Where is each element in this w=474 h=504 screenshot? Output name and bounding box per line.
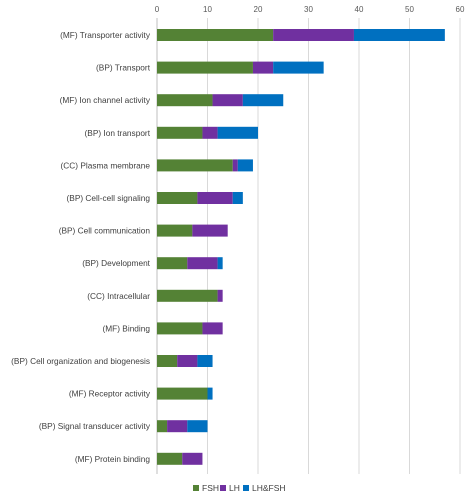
bar-segment-lh-fsh [242, 94, 284, 107]
x-axis-tick-labels: 0 10 20 30 40 50 60 [155, 5, 465, 14]
category-label: (BP) Development [82, 258, 150, 268]
bar-segment-fsh [157, 192, 198, 204]
bar-segment-lh-fsh [232, 192, 243, 204]
bar-segment-fsh [157, 452, 183, 465]
bar-segment-lh [182, 452, 203, 465]
category-label: (CC) Intracellular [87, 291, 150, 301]
bar-segment-lh [167, 420, 188, 433]
x-tick-label-20: 20 [254, 5, 263, 14]
category-label: (BP) Cell organization and biogenesis [11, 356, 150, 366]
bar-segment-fsh [157, 29, 274, 41]
bar-segment-lh [202, 322, 223, 335]
bar-segment-fsh [157, 420, 168, 433]
bar-segment-lh [252, 61, 274, 74]
bar-segment-fsh [157, 94, 213, 107]
category-label: (BP) Signal transducer activity [39, 421, 151, 431]
bar-segment-lh-fsh [197, 355, 213, 367]
category-label: (BP) Transport [96, 63, 151, 73]
bar-segment-lh-fsh [353, 29, 445, 41]
bar-segment-fsh [157, 126, 203, 139]
bar-segment-lh-fsh [217, 126, 258, 139]
category-label: (BP) Cell communication [59, 226, 151, 236]
bar-segment-fsh [157, 159, 233, 172]
legend: FSH LH LH&FSH [193, 483, 286, 493]
bar-segment-lh [212, 94, 243, 107]
bar-segment-fsh [157, 224, 193, 237]
bar-segment-lh [273, 29, 354, 41]
legend-label: LH [229, 483, 240, 493]
bar-segment-lh-fsh [207, 387, 213, 400]
bar-segment-fsh [157, 61, 253, 74]
bar-segment-fsh [157, 355, 178, 367]
legend-label: FSH [202, 483, 219, 493]
bar-segment-lh-fsh [187, 420, 208, 433]
x-tick-label-50: 50 [405, 5, 414, 14]
bars [157, 29, 445, 465]
category-label: (MF) Ion channel activity [60, 95, 151, 105]
bar-segment-lh [187, 257, 218, 270]
category-label: (MF) Receptor activity [69, 389, 151, 399]
bar-segment-lh [177, 355, 198, 367]
bar-segment-fsh [157, 289, 218, 302]
category-label: (MF) Transporter activity [60, 30, 151, 40]
bar-segment-lh-fsh [273, 61, 324, 74]
legend-swatch [193, 485, 199, 491]
x-tick-label-60: 60 [456, 5, 465, 14]
gridlines [156, 18, 461, 474]
x-tick-label-30: 30 [304, 5, 313, 14]
category-label: (BP) Ion transport [85, 128, 151, 138]
category-labels: (MF) Transporter activity (BP) Transport (… [11, 30, 151, 464]
legend-swatch [220, 485, 226, 491]
x-tick-label-0: 0 [155, 5, 160, 14]
bar-segment-lh [232, 159, 238, 172]
bar-segment-lh [197, 192, 233, 204]
category-label: (MF) Binding [103, 323, 151, 333]
legend-label: LH&FSH [252, 483, 286, 493]
bar-segment-lh-fsh [237, 159, 253, 172]
x-tick-label-40: 40 [355, 5, 364, 14]
x-tick-label-10: 10 [203, 5, 212, 14]
bar-segment-lh [202, 126, 218, 139]
bar-segment-fsh [157, 387, 208, 400]
bar-segment-lh [192, 224, 228, 237]
bar-segment-fsh [157, 322, 203, 335]
bar-segment-fsh [157, 257, 188, 270]
bar-segment-lh [217, 289, 223, 302]
category-label: (MF) Protein binding [75, 454, 151, 464]
category-label: (BP) Cell-cell signaling [67, 193, 151, 203]
bar-segment-lh-fsh [217, 257, 223, 270]
category-label: (CC) Plasma membrane [61, 160, 151, 170]
legend-swatch [243, 485, 249, 491]
